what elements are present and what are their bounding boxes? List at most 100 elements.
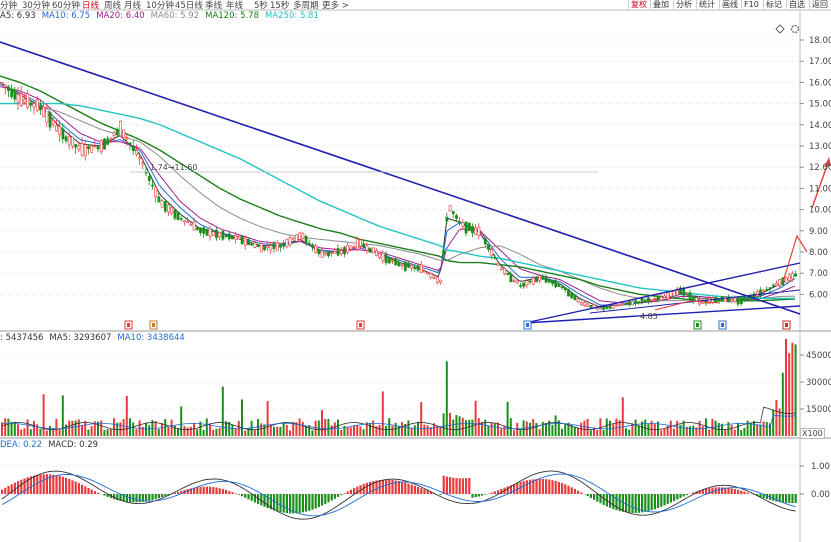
toolbar-button-5[interactable]: F10 — [741, 0, 761, 9]
macd-bar — [317, 494, 320, 508]
macd-bar — [721, 487, 724, 494]
macd-bar — [730, 488, 733, 494]
volume-bar — [151, 420, 154, 436]
volume-bar — [333, 422, 336, 436]
toolbar-button-2[interactable]: 分析 — [673, 0, 694, 9]
candle-body — [768, 287, 772, 290]
macd-dea-line — [1, 473, 796, 517]
volume-bar — [519, 430, 522, 436]
candle-body — [67, 136, 71, 145]
period-tab-7[interactable]: 45日线 — [175, 1, 203, 11]
macd-bar — [564, 484, 567, 494]
candle-body — [586, 303, 590, 307]
volume-bar — [794, 344, 797, 436]
candle-body — [528, 280, 532, 283]
period-tab-0[interactable]: 分钟 — [0, 1, 18, 11]
volume-tick-label: 30000 — [806, 378, 831, 388]
volume-bar — [487, 425, 490, 436]
price-tick-label: 8.00 — [809, 248, 828, 258]
toolbar-button-8[interactable]: 返回 — [809, 0, 830, 9]
candle-body — [583, 302, 586, 306]
candle-body — [541, 275, 545, 280]
macd-bar — [314, 494, 317, 509]
candle-body — [227, 233, 231, 240]
macd-bar — [253, 494, 256, 503]
period-tab-10[interactable]: 5秒 — [254, 1, 268, 11]
candle-body — [736, 297, 740, 305]
macd-bar — [180, 490, 183, 494]
period-tab-5[interactable]: 月线 — [124, 1, 142, 11]
macd-bar — [61, 476, 64, 494]
volume-bar — [125, 395, 128, 436]
volume-bar — [292, 421, 295, 436]
macd-bar — [65, 477, 68, 494]
period-tab-6[interactable]: 10分钟 — [146, 1, 174, 11]
toolbar-button-7[interactable]: 自选 — [786, 0, 807, 9]
candle-body — [106, 138, 110, 145]
macd-bar — [356, 486, 359, 494]
candle-body — [314, 245, 318, 253]
candle-body — [71, 136, 74, 147]
macd-bar — [164, 494, 167, 497]
candle-body — [474, 227, 478, 235]
volume-bar — [84, 420, 87, 436]
macd-bar — [756, 494, 759, 496]
candle-body — [282, 243, 286, 247]
macd-bar — [273, 494, 276, 511]
period-tab-2[interactable]: 60分钟 — [52, 1, 80, 11]
candle-body — [74, 144, 78, 148]
macd-bar — [292, 494, 295, 514]
volume-bar — [135, 429, 138, 436]
volume-bar — [593, 427, 595, 436]
macd-bar — [154, 494, 157, 500]
volume-bar — [10, 421, 13, 436]
toolbar-button-0[interactable]: 复权 — [628, 0, 649, 9]
candle-body — [675, 288, 679, 296]
candle-body — [608, 306, 612, 309]
volume-unit-label: X100 — [800, 428, 825, 439]
period-tab-13[interactable]: 更多 > — [322, 1, 349, 11]
candle-body — [551, 280, 554, 284]
volume-bar — [500, 428, 503, 436]
volume-bar — [321, 409, 323, 436]
volume-bar — [20, 429, 23, 436]
macd-bar — [711, 487, 714, 494]
period-tab-12[interactable]: 多周期 — [293, 1, 319, 11]
volume-bar — [343, 425, 346, 436]
volume-bar — [225, 421, 227, 436]
macd-bar — [561, 483, 564, 494]
macd-bar — [426, 490, 429, 494]
volume-bar — [503, 426, 506, 436]
volume-bar — [7, 418, 10, 436]
period-tab-3[interactable]: 日线 — [82, 1, 100, 11]
volume-bar — [791, 342, 794, 436]
toolbar-button-1[interactable]: 叠加 — [650, 0, 671, 9]
macd-bar — [641, 494, 644, 513]
candle-body — [560, 286, 564, 289]
candle-body — [426, 272, 430, 275]
period-tab-1[interactable]: 30分钟 — [22, 1, 50, 11]
macd-bar — [717, 487, 720, 494]
volume-bar — [461, 417, 464, 436]
macd-bar — [359, 485, 362, 494]
macd-legend: DEA: 0.22 MACD: 0.29 — [0, 440, 104, 450]
macd-bar — [29, 476, 32, 494]
period-tab-8[interactable]: 季线 — [205, 1, 223, 11]
toolbar-button-3[interactable]: 统计 — [696, 0, 717, 9]
macd-bar — [509, 485, 512, 494]
candle-body — [563, 287, 567, 291]
toolbar-button-4[interactable]: 画线 — [719, 0, 740, 9]
volume-bar — [87, 429, 90, 436]
period-tab-11[interactable]: 15秒 — [270, 1, 290, 11]
candle-body — [234, 235, 238, 240]
candle-body — [112, 132, 116, 136]
macd-bar — [58, 475, 61, 494]
candle-body — [656, 296, 660, 301]
macd-bar — [532, 479, 535, 494]
candle-body — [154, 186, 158, 198]
period-tab-4[interactable]: 周线 — [104, 1, 122, 11]
period-tab-9[interactable]: 年线 — [226, 1, 244, 11]
toolbar-button-6[interactable]: 标记 — [763, 0, 784, 9]
volume-bar — [173, 425, 176, 436]
macd-bar — [407, 483, 410, 494]
